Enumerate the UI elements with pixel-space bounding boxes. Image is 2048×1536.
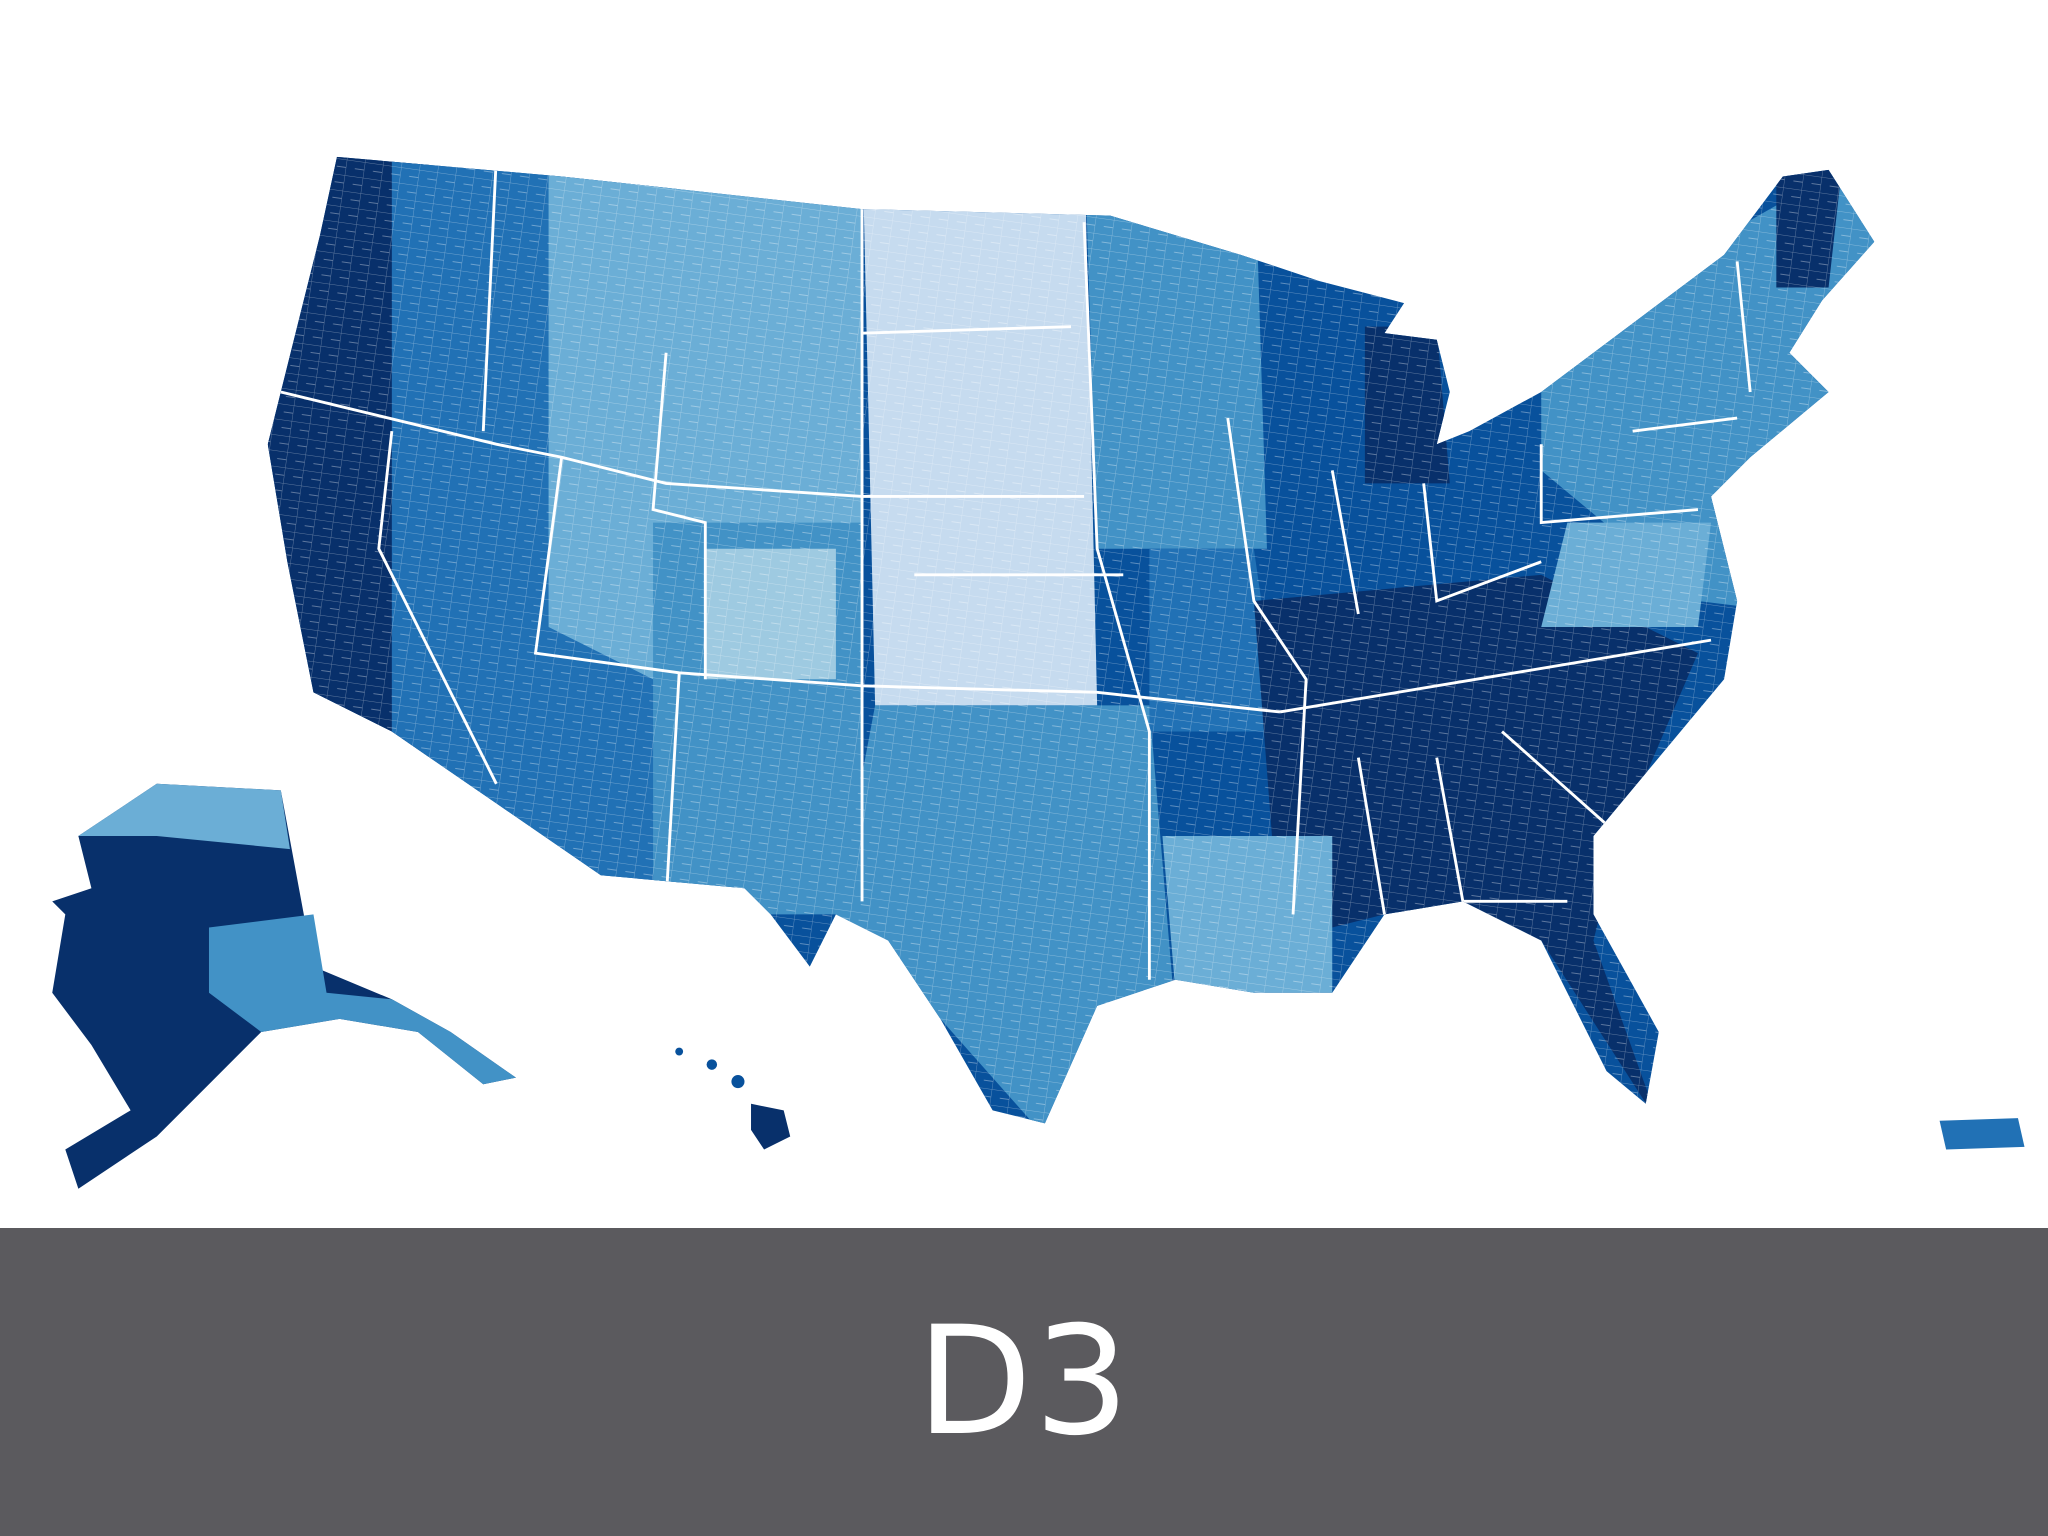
island	[731, 1075, 745, 1089]
island	[706, 1059, 718, 1070]
alaska-north	[78, 783, 290, 850]
contiguous-states	[267, 156, 1875, 1124]
county-map	[52, 156, 2025, 1189]
state-border	[1226, 417, 1542, 915]
island	[675, 1047, 684, 1056]
banner: D3	[0, 1228, 2048, 1536]
state-border	[1279, 638, 1712, 915]
state-border	[280, 390, 1085, 498]
state-border	[651, 209, 864, 902]
island	[751, 1103, 791, 1150]
puerto-rico	[1939, 1118, 2025, 1150]
state-border	[1539, 261, 1752, 525]
alaska	[52, 783, 516, 1189]
county-borders	[267, 156, 1875, 1124]
hawaii	[675, 1047, 791, 1150]
alaska-south	[208, 914, 516, 1085]
state-border	[377, 430, 498, 785]
state-borders	[280, 156, 1752, 980]
banner-label: D3	[916, 1295, 1132, 1469]
state-border	[861, 222, 1151, 980]
state-border	[481, 156, 1281, 714]
